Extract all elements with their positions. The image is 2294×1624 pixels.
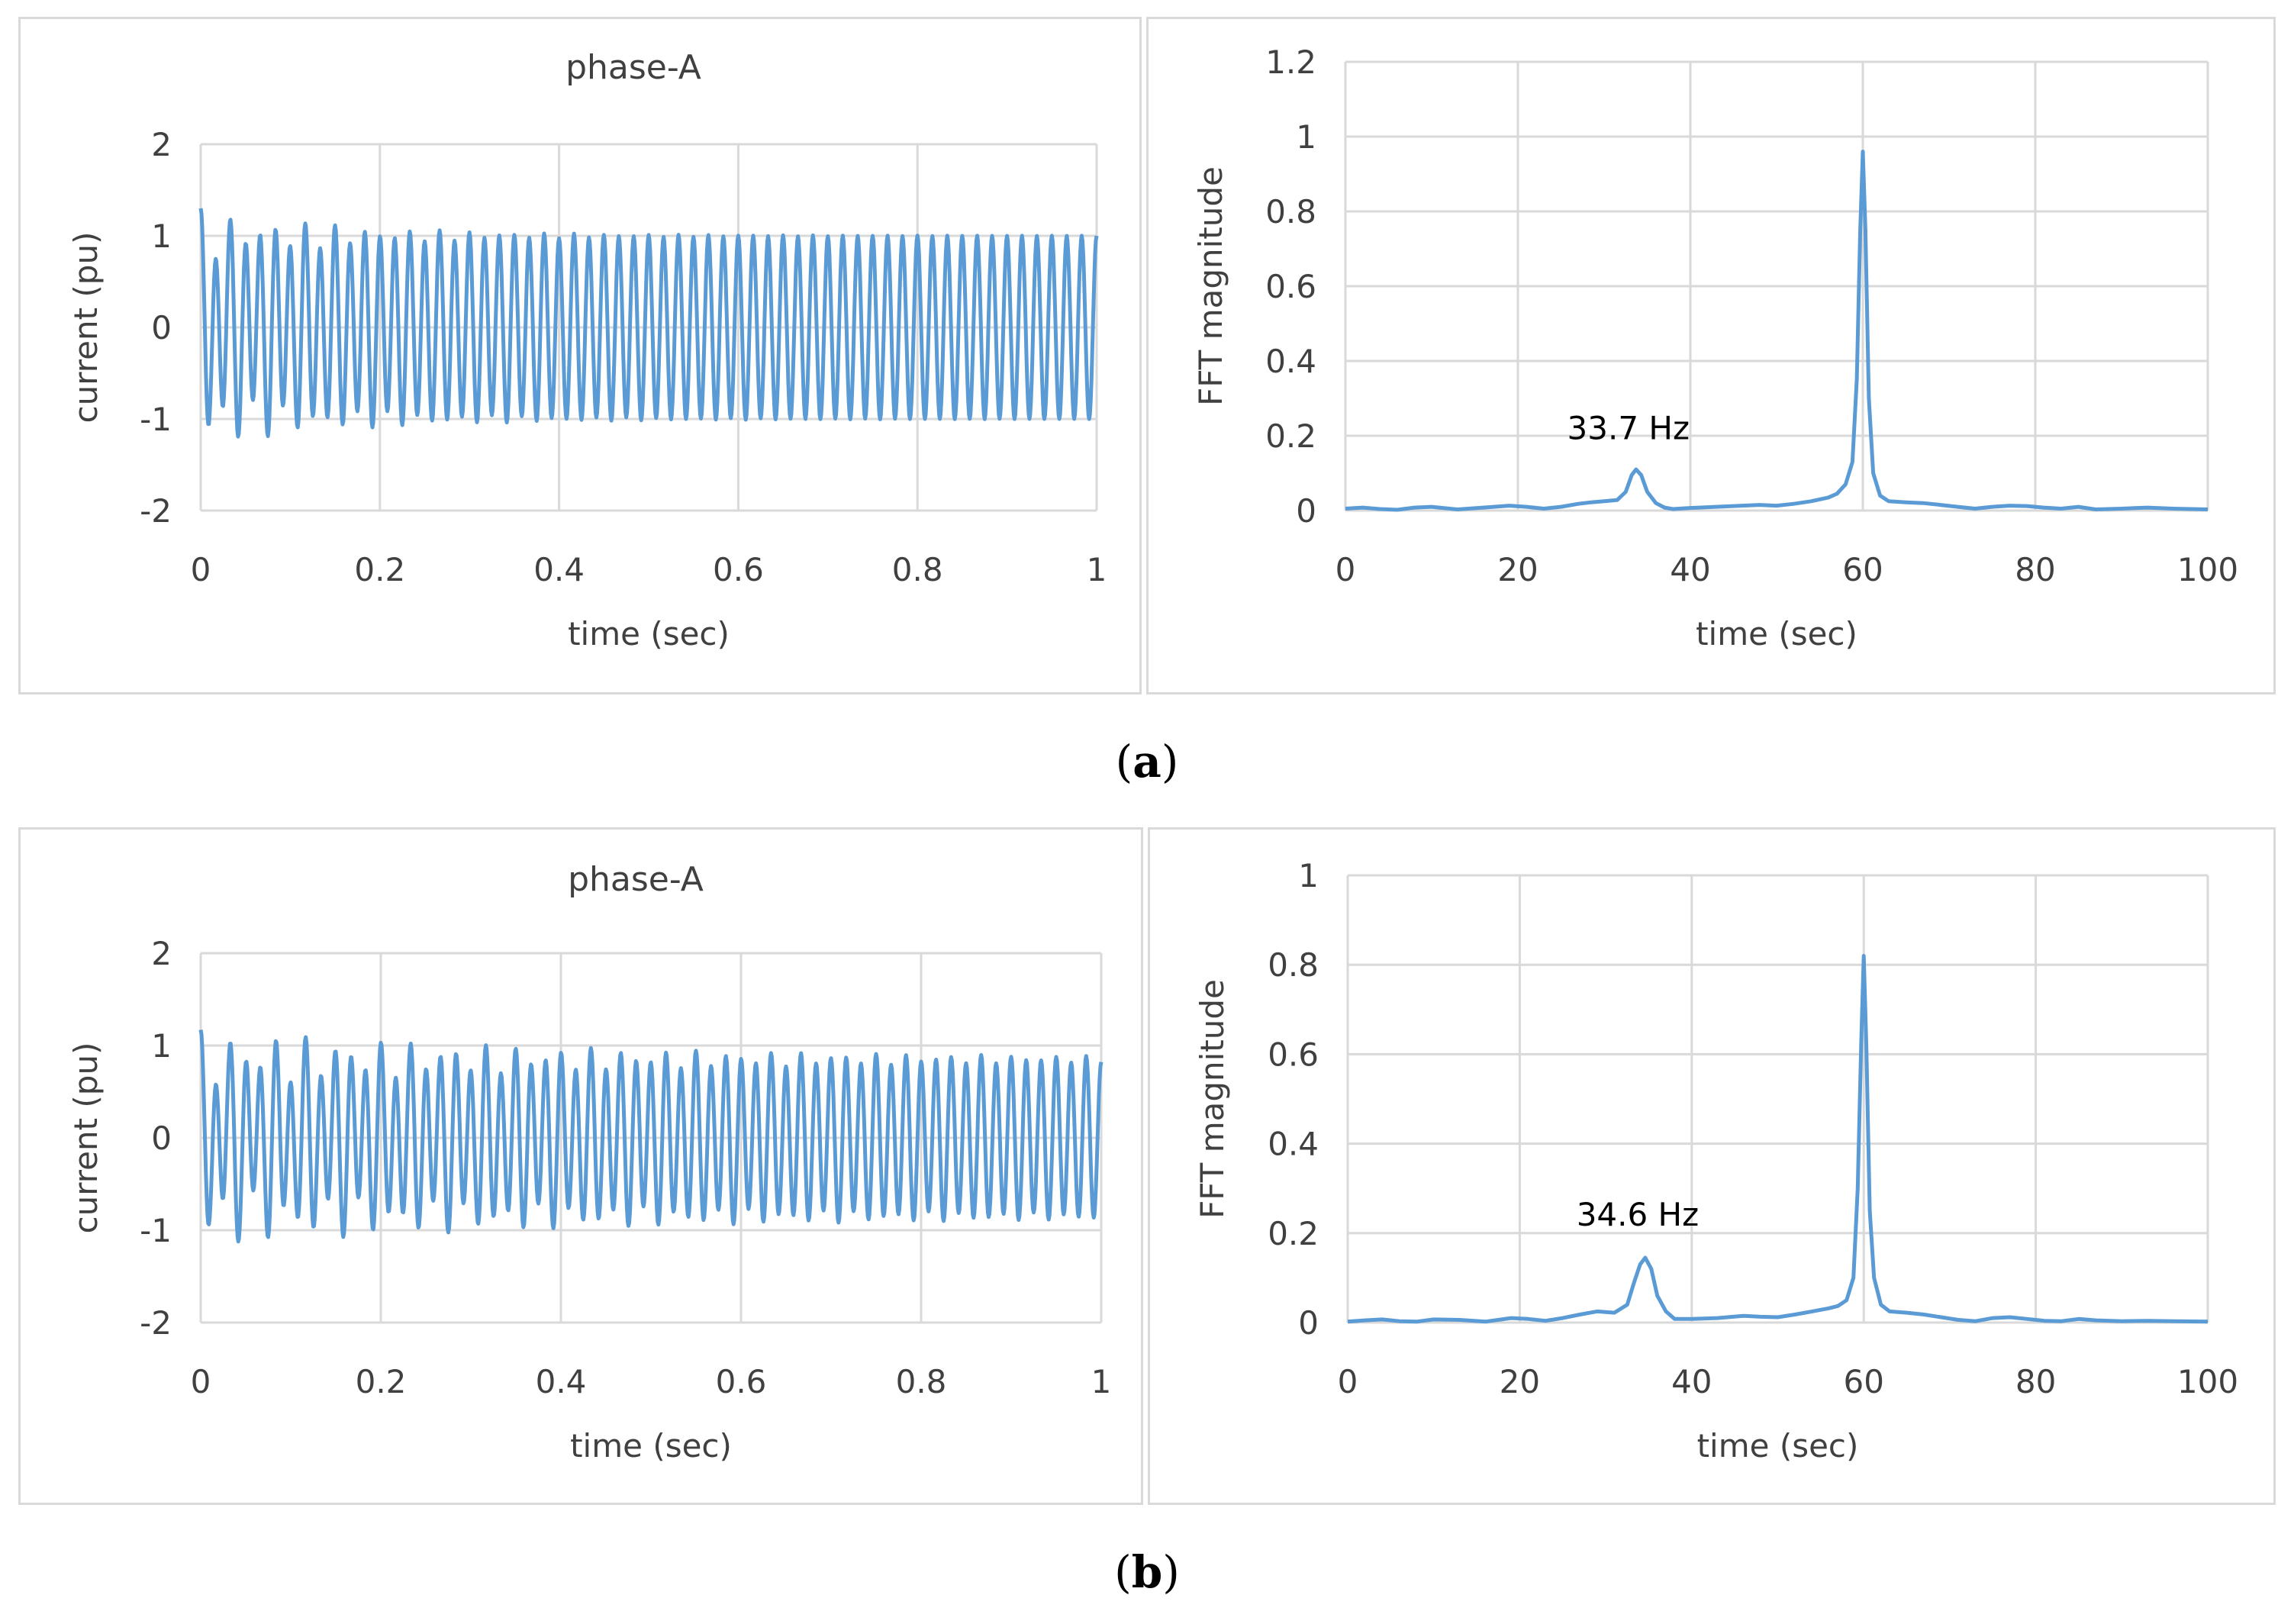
y-tick-label: 0.2: [1265, 417, 1316, 455]
y-tick-label: 1: [1298, 857, 1319, 894]
x-tick-label: 0.8: [892, 551, 943, 588]
x-tick-label: 20: [1497, 551, 1538, 588]
chart-title: phase-A: [568, 860, 704, 899]
y-tick-label: 0.2: [1268, 1215, 1319, 1252]
x-axis-label: time (sec): [1696, 615, 1857, 652]
chart-panel-a-fft: 0 0.2 0.4 0.6 0.8 1 1.2 0 20 40 60 80 100 time (sec) F…: [1146, 17, 2276, 694]
y-tick-label: 2: [151, 126, 172, 163]
chart-svg-b-fft: 0 0.2 0.4 0.6 0.8 1 0 20 40 60 80 100 time (sec) FFT …: [1194, 857, 2238, 1464]
y-axis-label: FFT magnitude: [1194, 979, 1231, 1219]
y-tick-label: -1: [140, 1212, 172, 1249]
x-tick-label: 0.2: [354, 551, 405, 588]
x-tick-label: 80: [2015, 551, 2055, 588]
chart-panel-b-fft: 0 0.2 0.4 0.6 0.8 1 0 20 40 60 80 100 time (sec) FFT …: [1148, 827, 2276, 1505]
x-axis-label: time (sec): [570, 1427, 732, 1464]
y-tick-label: 0.8: [1265, 193, 1316, 230]
x-tick-label: 0: [191, 1363, 211, 1400]
y-tick-label: 0.8: [1268, 946, 1319, 984]
y-tick-label: 0: [1298, 1304, 1319, 1342]
y-tick-label: 0: [151, 1120, 172, 1157]
chart-title: phase-A: [565, 48, 701, 87]
x-tick-label: 40: [1670, 551, 1710, 588]
x-tick-label: 1: [1087, 551, 1107, 588]
series-line: [1347, 954, 2209, 1324]
x-tick-label: 100: [2177, 1363, 2238, 1400]
x-tick-label: 0.4: [533, 551, 585, 588]
chart-svg-a-fft: 0 0.2 0.4 0.6 0.8 1 1.2 0 20 40 60 80 100 time (sec) F…: [1192, 44, 2238, 652]
x-tick-label: 0.4: [536, 1363, 587, 1400]
y-tick-label: 0.4: [1268, 1126, 1319, 1163]
x-tick-label: 0: [1335, 551, 1356, 588]
chart-svg-b-time: -2 -1 0 1 2 0 0.2 0.4 0.6 0.8 1 time (sec) current (…: [67, 860, 1112, 1464]
peak-annotation: 34.6 Hz: [1577, 1196, 1700, 1233]
y-axis-label: current (pu): [67, 232, 105, 424]
x-tick-label: 80: [2015, 1363, 2056, 1400]
y-axis-label: current (pu): [67, 1042, 105, 1234]
figure-label-b: (b): [1114, 1546, 1180, 1598]
y-tick-label: -2: [140, 492, 172, 530]
y-tick-label: 0.4: [1265, 343, 1316, 380]
x-tick-label: 0.6: [716, 1363, 767, 1400]
y-tick-label: 0: [1296, 492, 1316, 530]
x-tick-label: 0.6: [713, 551, 764, 588]
x-tick-label: 20: [1500, 1363, 1540, 1400]
x-axis-label: time (sec): [568, 615, 730, 652]
y-tick-label: -1: [140, 401, 172, 438]
x-tick-label: 60: [1843, 1363, 1883, 1400]
y-tick-label: 0: [151, 309, 172, 346]
x-tick-label: 40: [1671, 1363, 1712, 1400]
chart-panel-b-time: -2 -1 0 1 2 0 0.2 0.4 0.6 0.8 1 time (sec) current (…: [18, 827, 1143, 1505]
x-tick-label: 0: [1338, 1363, 1358, 1400]
y-tick-label: 0.6: [1265, 268, 1316, 305]
y-tick-label: 1.2: [1265, 44, 1316, 81]
series-line: [198, 208, 1099, 439]
x-tick-label: 0: [191, 551, 211, 588]
chart-panel-a-time: -2 -1 0 1 2 0 0.2 0.4 0.6 0.8 1 time (sec) current (…: [18, 17, 1142, 694]
y-tick-label: 1: [1296, 118, 1316, 156]
peak-annotation: 33.7 Hz: [1567, 410, 1690, 447]
y-tick-label: 1: [151, 1027, 172, 1065]
y-tick-label: -2: [140, 1304, 172, 1342]
x-tick-label: 1: [1091, 1363, 1112, 1400]
figure-label-a: (a): [1115, 736, 1179, 788]
chart-svg-a-time: -2 -1 0 1 2 0 0.2 0.4 0.6 0.8 1 time (sec) current (…: [67, 48, 1107, 652]
y-tick-label: 1: [151, 218, 172, 255]
y-tick-label: 0.6: [1268, 1036, 1319, 1073]
y-axis-label: FFT magnitude: [1192, 166, 1229, 406]
x-tick-label: 100: [2177, 551, 2238, 588]
x-tick-label: 0.8: [896, 1363, 947, 1400]
x-tick-label: 0.2: [356, 1363, 407, 1400]
y-tick-label: 2: [151, 935, 172, 972]
series-line: [1345, 150, 2209, 512]
x-axis-label: time (sec): [1697, 1427, 1859, 1464]
series-line: [198, 1029, 1104, 1244]
x-tick-label: 60: [1842, 551, 1883, 588]
